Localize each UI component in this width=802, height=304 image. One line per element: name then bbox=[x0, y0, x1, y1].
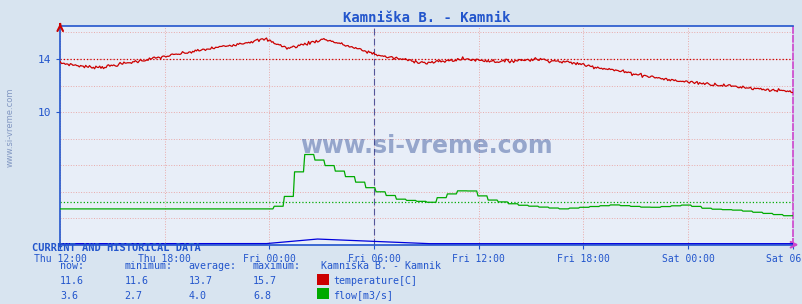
Text: maximum:: maximum: bbox=[253, 261, 301, 271]
Text: 2.7: 2.7 bbox=[124, 291, 142, 301]
Text: 4.0: 4.0 bbox=[188, 291, 206, 301]
Text: 15.7: 15.7 bbox=[253, 276, 277, 286]
Text: 3.6: 3.6 bbox=[60, 291, 78, 301]
Text: minimum:: minimum: bbox=[124, 261, 172, 271]
Text: 13.7: 13.7 bbox=[188, 276, 213, 286]
Text: temperature[C]: temperature[C] bbox=[333, 276, 417, 286]
Text: average:: average: bbox=[188, 261, 237, 271]
Text: 11.6: 11.6 bbox=[60, 276, 84, 286]
Text: 6.8: 6.8 bbox=[253, 291, 270, 301]
Text: now:: now: bbox=[60, 261, 84, 271]
Text: www.si-vreme.com: www.si-vreme.com bbox=[6, 88, 15, 168]
Title: Kamniška B. - Kamnik: Kamniška B. - Kamnik bbox=[342, 11, 509, 25]
Text: Kamniška B. - Kamnik: Kamniška B. - Kamnik bbox=[321, 261, 440, 271]
Text: CURRENT AND HISTORICAL DATA: CURRENT AND HISTORICAL DATA bbox=[32, 243, 200, 253]
Text: flow[m3/s]: flow[m3/s] bbox=[333, 291, 393, 301]
Text: www.si-vreme.com: www.si-vreme.com bbox=[300, 134, 552, 158]
Text: 11.6: 11.6 bbox=[124, 276, 148, 286]
